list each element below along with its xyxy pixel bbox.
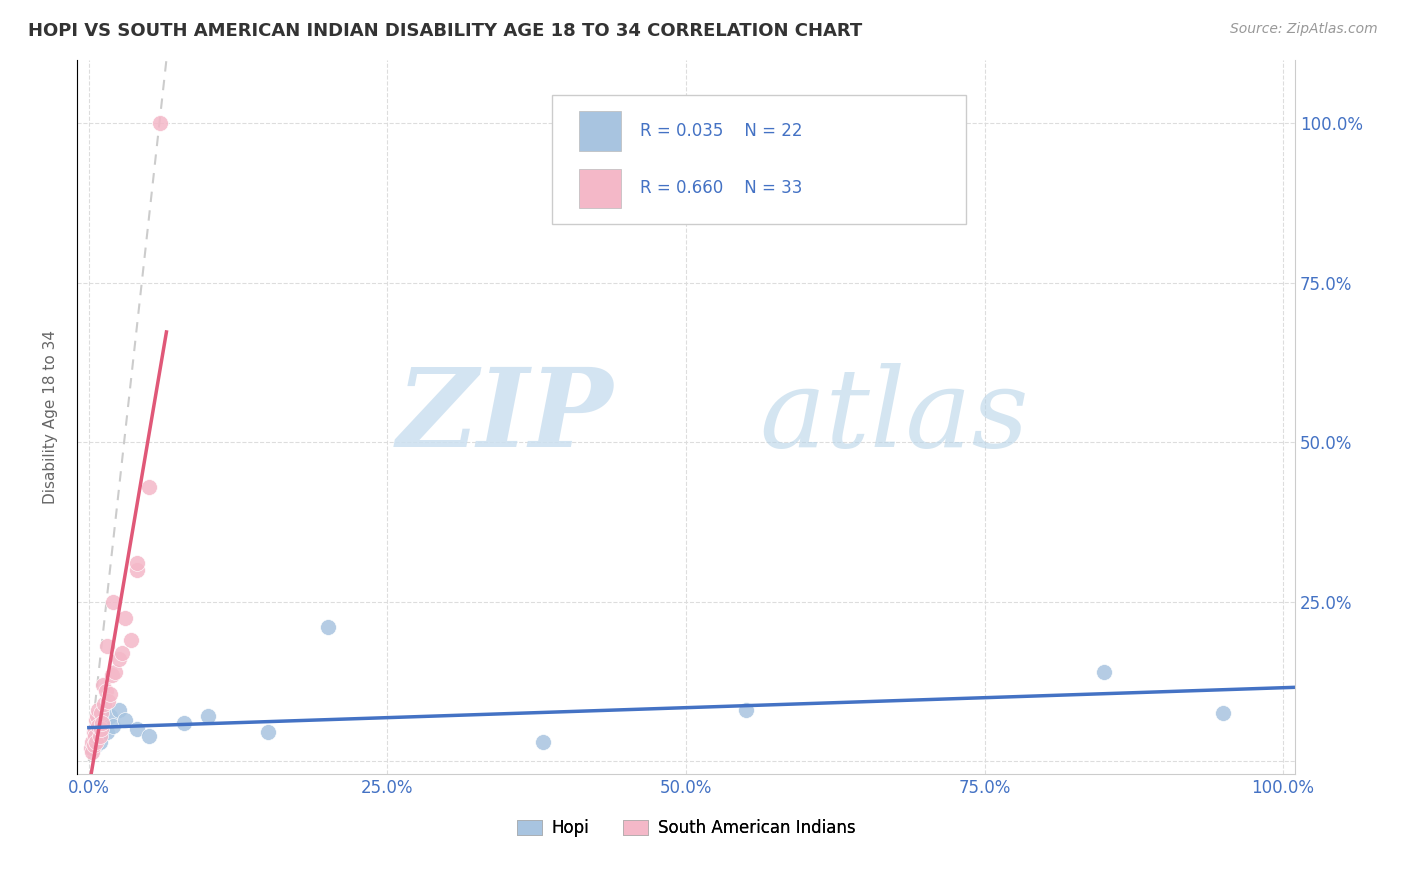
Point xyxy=(531,735,554,749)
Point xyxy=(101,595,124,609)
Point xyxy=(138,729,160,743)
Point xyxy=(83,738,105,752)
Point xyxy=(734,703,756,717)
Point xyxy=(96,640,118,654)
Point xyxy=(114,713,136,727)
Text: HOPI VS SOUTH AMERICAN INDIAN DISABILITY AGE 18 TO 34 CORRELATION CHART: HOPI VS SOUTH AMERICAN INDIAN DISABILITY… xyxy=(28,22,862,40)
Point xyxy=(98,709,121,723)
FancyBboxPatch shape xyxy=(579,169,621,208)
Point xyxy=(84,738,107,752)
Point xyxy=(82,741,104,756)
Text: ZIP: ZIP xyxy=(396,363,613,470)
Point xyxy=(316,620,339,634)
Point xyxy=(111,646,134,660)
Point xyxy=(114,610,136,624)
Point xyxy=(83,723,105,737)
Point xyxy=(96,725,118,739)
Point xyxy=(90,723,112,737)
Point xyxy=(89,729,111,743)
FancyBboxPatch shape xyxy=(553,95,966,224)
Point xyxy=(120,632,142,647)
Point xyxy=(83,731,105,746)
Point xyxy=(89,735,111,749)
Point xyxy=(257,725,280,739)
Point xyxy=(83,729,105,743)
Point xyxy=(107,652,129,666)
Point xyxy=(125,723,148,737)
Point xyxy=(1092,665,1115,679)
Point xyxy=(98,687,121,701)
Point xyxy=(82,745,104,759)
Text: R = 0.035    N = 22: R = 0.035 N = 22 xyxy=(640,122,803,140)
Point xyxy=(84,735,107,749)
Point xyxy=(97,693,120,707)
Point xyxy=(138,480,160,494)
Point xyxy=(149,116,172,130)
Point xyxy=(86,709,108,723)
Point xyxy=(82,735,104,749)
Point xyxy=(104,665,127,679)
Point xyxy=(87,729,110,743)
Point xyxy=(83,725,105,739)
Text: R = 0.660    N = 33: R = 0.660 N = 33 xyxy=(640,179,801,197)
Point xyxy=(80,741,103,756)
Point xyxy=(90,723,112,737)
Point xyxy=(91,715,114,730)
Point xyxy=(91,715,114,730)
Point xyxy=(93,697,115,711)
Text: atlas: atlas xyxy=(759,363,1029,470)
Point xyxy=(101,719,124,733)
Point xyxy=(87,719,110,733)
FancyBboxPatch shape xyxy=(579,112,621,151)
Point xyxy=(125,563,148,577)
Point xyxy=(107,703,129,717)
Point xyxy=(84,713,107,727)
Point xyxy=(100,668,122,682)
Point xyxy=(125,557,148,571)
Point xyxy=(173,715,195,730)
Point xyxy=(1212,706,1234,721)
Point xyxy=(94,684,117,698)
Point xyxy=(91,677,114,691)
Legend: Hopi, South American Indians: Hopi, South American Indians xyxy=(510,813,862,844)
Text: Source: ZipAtlas.com: Source: ZipAtlas.com xyxy=(1230,22,1378,37)
Point xyxy=(90,706,112,721)
Point xyxy=(197,709,219,723)
Y-axis label: Disability Age 18 to 34: Disability Age 18 to 34 xyxy=(44,330,58,504)
Point xyxy=(87,703,110,717)
